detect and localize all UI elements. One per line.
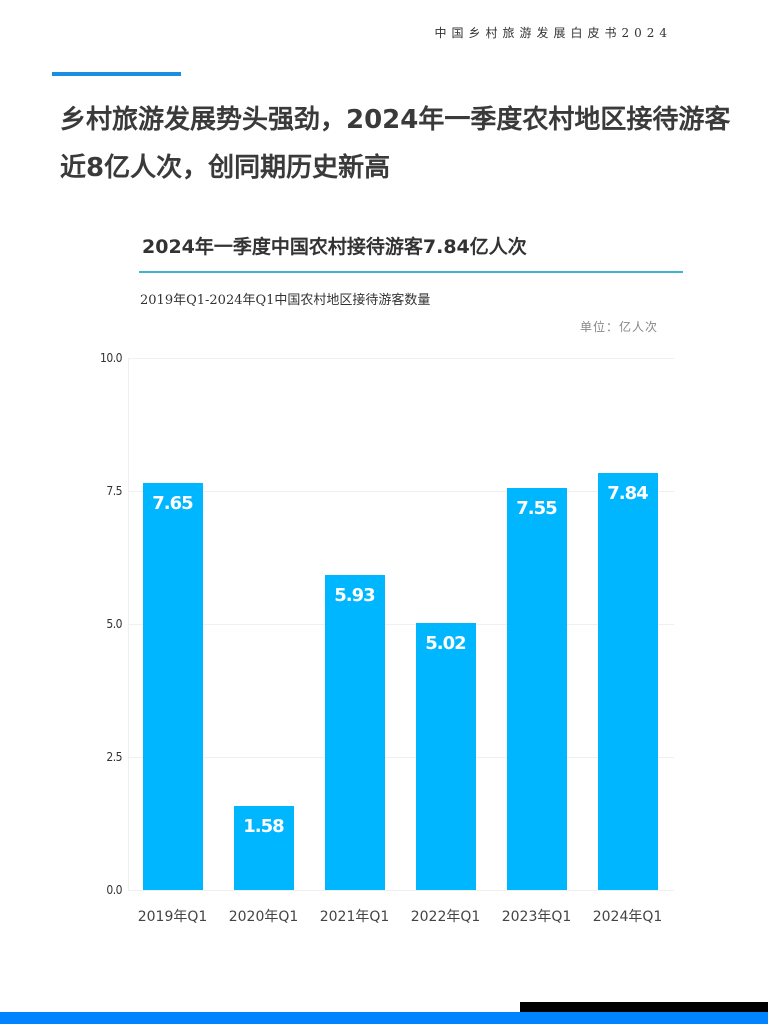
bar: 1.58 [233, 805, 294, 890]
document-header-label: 中国乡村旅游发展白皮书2024 [434, 26, 672, 40]
x-tick-label: 2022年Q1 [410, 909, 481, 925]
x-tick-label: 2024年Q1 [592, 909, 663, 925]
gridline [128, 757, 674, 758]
bar-value-label: 7.84 [607, 482, 648, 504]
accent-line [52, 72, 181, 76]
bar: 5.93 [324, 574, 385, 890]
x-tick-label: 2021年Q1 [319, 909, 390, 925]
gridline [128, 491, 674, 492]
chart-title-divider [139, 271, 683, 273]
x-tick-label: 2020年Q1 [228, 909, 299, 925]
bar-value-label: 7.65 [152, 493, 193, 515]
bar-value-label: 7.55 [516, 498, 557, 520]
bar: 5.02 [415, 622, 476, 890]
y-tick-label: 0.0 [106, 883, 122, 897]
bar-value-label: 1.58 [243, 815, 284, 837]
page-title: 乡村旅游发展势头强劲，2024年一季度农村地区接待游客近8亿人次，创同期历史新高 [60, 105, 731, 183]
footer-black-bar [520, 1002, 768, 1014]
y-tick-label: 2.5 [106, 750, 122, 764]
footer-blue-bar [0, 1012, 768, 1024]
y-tick-label: 7.5 [106, 484, 122, 498]
gridline [128, 890, 674, 891]
bar: 7.84 [597, 472, 658, 890]
gridline [128, 358, 674, 359]
chart-subtitle: 2019年Q1-2024年Q1中国农村地区接待游客数量 [140, 293, 431, 308]
x-tick-label: 2023年Q1 [501, 909, 572, 925]
y-tick-label: 10.0 [99, 351, 123, 365]
y-tick-label: 5.0 [106, 617, 122, 631]
unit-label: 单位：亿人次 [579, 320, 658, 334]
bar: 7.65 [142, 483, 203, 890]
chart-title: 2024年一季度中国农村接待游客7.84亿人次 [142, 236, 527, 258]
bar: 7.55 [506, 488, 567, 890]
bar-chart-plot: 0.0 2.5 5.0 7.5 10.0 7.65 2019年Q1 1.58 2020年Q1 5.… [100, 351, 674, 925]
bar-value-label: 5.02 [425, 632, 466, 654]
bar-value-label: 5.93 [334, 584, 375, 606]
x-tick-label: 2019年Q1 [137, 909, 208, 925]
gridline [128, 624, 674, 625]
